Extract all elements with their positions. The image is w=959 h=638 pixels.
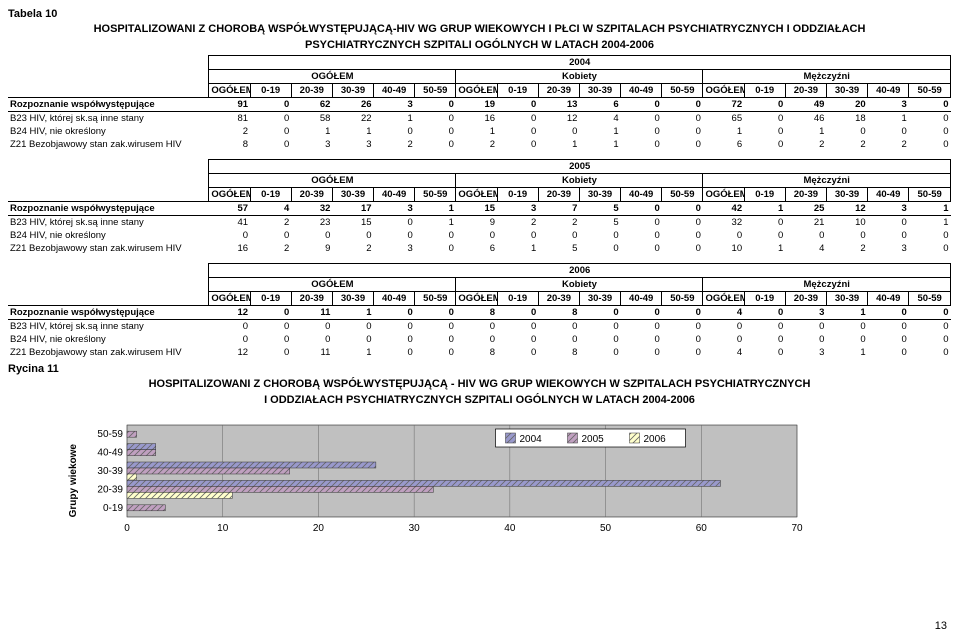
y-axis-label: Grupy wiekowe bbox=[68, 444, 79, 517]
row-z21: Z21 Bezobjawowy stan zak.wirusem HIV8033… bbox=[8, 138, 951, 151]
group-row: OGÓŁEMKobietyMężczyźni bbox=[8, 69, 951, 83]
svg-text:60: 60 bbox=[696, 523, 708, 534]
main-title-1: HOSPITALIZOWANI Z CHOROBĄ WSPÓŁWYSTĘPUJĄ… bbox=[8, 22, 951, 36]
bar-20-39-2004 bbox=[127, 481, 720, 487]
legend-label-2006: 2006 bbox=[644, 434, 667, 445]
svg-text:0: 0 bbox=[124, 523, 130, 534]
bar-20-39-2005 bbox=[127, 487, 433, 493]
row-rozp: Rozpoznanie współwystępujące574321731153… bbox=[8, 201, 951, 215]
svg-text:50-59: 50-59 bbox=[97, 429, 123, 440]
table-2005: 2005OGÓŁEMKobietyMężczyźniOGÓŁEM0-1920-3… bbox=[8, 159, 951, 255]
row-b23: B23 HIV, której sk.są inne stany00000000… bbox=[8, 319, 951, 333]
legend-swatch-2006 bbox=[630, 433, 640, 443]
chart-area: 0 10 20 30 40 50 60 70 50-59 40-49 30-39 20-39 0-19 2… bbox=[87, 419, 807, 542]
tabela-label: Tabela 10 bbox=[8, 8, 951, 20]
table-2004: 2004OGÓŁEMKobietyMężczyźniOGÓŁEM0-1920-3… bbox=[8, 55, 951, 151]
row-b24: B24 HIV, nie określony201100100100101000 bbox=[8, 125, 951, 138]
svg-text:20-39: 20-39 bbox=[97, 485, 123, 496]
tables-container: 2004OGÓŁEMKobietyMężczyźniOGÓŁEM0-1920-3… bbox=[8, 55, 951, 359]
svg-text:30: 30 bbox=[409, 523, 421, 534]
legend-swatch-2005 bbox=[568, 433, 578, 443]
year-row: 2004 bbox=[8, 55, 951, 69]
chart-title-1: HOSPITALIZOWANI Z CHOROBĄ WSPÓŁWYSTĘPUJĄ… bbox=[8, 377, 951, 391]
bar-40-49-2004 bbox=[127, 444, 156, 450]
page-number: 13 bbox=[935, 620, 947, 632]
age-row: OGÓŁEM0-1920-3930-3940-4950-59OGÓŁEM0-19… bbox=[8, 83, 951, 97]
bar-50-59-2005 bbox=[127, 431, 137, 437]
bar-30-39-2005 bbox=[127, 468, 290, 474]
legend-label-2004: 2004 bbox=[520, 434, 543, 445]
table-2006: 2006OGÓŁEMKobietyMężczyźniOGÓŁEM0-1920-3… bbox=[8, 263, 951, 359]
main-title-2: PSYCHIATRYCZNYCH SZPITALI OGÓLNYCH W LAT… bbox=[8, 38, 951, 52]
bar-0-19-2005 bbox=[127, 505, 165, 511]
svg-text:0-19: 0-19 bbox=[103, 503, 123, 514]
bar-30-39-2004 bbox=[127, 462, 376, 468]
row-z21: Z21 Bezobjawowy stan zak.wirusem HIV1629… bbox=[8, 242, 951, 255]
rycina-label: Rycina 11 bbox=[8, 363, 951, 375]
year-row: 2006 bbox=[8, 263, 951, 277]
svg-text:40: 40 bbox=[504, 523, 516, 534]
age-row: OGÓŁEM0-1920-3930-3940-4950-59OGÓŁEM0-19… bbox=[8, 187, 951, 201]
row-b24: B24 HIV, nie określony000000000000000000 bbox=[8, 229, 951, 242]
row-rozp: Rozpoznanie współwystępujące910622630190… bbox=[8, 97, 951, 111]
legend-swatch-2004 bbox=[506, 433, 516, 443]
svg-text:40-49: 40-49 bbox=[97, 448, 123, 459]
svg-text:50: 50 bbox=[600, 523, 612, 534]
bar-chart-svg: 0 10 20 30 40 50 60 70 50-59 40-49 30-39 20-39 0-19 2… bbox=[87, 419, 807, 539]
bar-20-39-2006 bbox=[127, 493, 232, 499]
chart-wrap: Grupy wiekowe 0 10 20 30 40 50 60 70 50-59 40-49 3… bbox=[68, 419, 951, 542]
svg-text:30-39: 30-39 bbox=[97, 466, 123, 477]
row-b23: B23 HIV, której sk.są inne stany81058221… bbox=[8, 111, 951, 125]
svg-text:70: 70 bbox=[791, 523, 803, 534]
legend-label-2005: 2005 bbox=[582, 434, 605, 445]
group-row: OGÓŁEMKobietyMężczyźni bbox=[8, 277, 951, 291]
row-z21: Z21 Bezobjawowy stan zak.wirusem HIV1201… bbox=[8, 346, 951, 359]
row-b23: B23 HIV, której sk.są inne stany41223150… bbox=[8, 215, 951, 229]
row-rozp: Rozpoznanie współwystępujące120111008080… bbox=[8, 305, 951, 319]
svg-text:20: 20 bbox=[313, 523, 325, 534]
year-row: 2005 bbox=[8, 159, 951, 173]
group-row: OGÓŁEMKobietyMężczyźni bbox=[8, 173, 951, 187]
bar-40-49-2005 bbox=[127, 450, 156, 456]
age-row: OGÓŁEM0-1920-3930-3940-4950-59OGÓŁEM0-19… bbox=[8, 291, 951, 305]
chart-title-2: I ODDZIAŁACH PSYCHIATRYCZNYCH SZPITALI O… bbox=[8, 393, 951, 407]
svg-text:10: 10 bbox=[217, 523, 229, 534]
row-b24: B24 HIV, nie określony000000000000000000 bbox=[8, 333, 951, 346]
bar-30-39-2006 bbox=[127, 474, 137, 480]
